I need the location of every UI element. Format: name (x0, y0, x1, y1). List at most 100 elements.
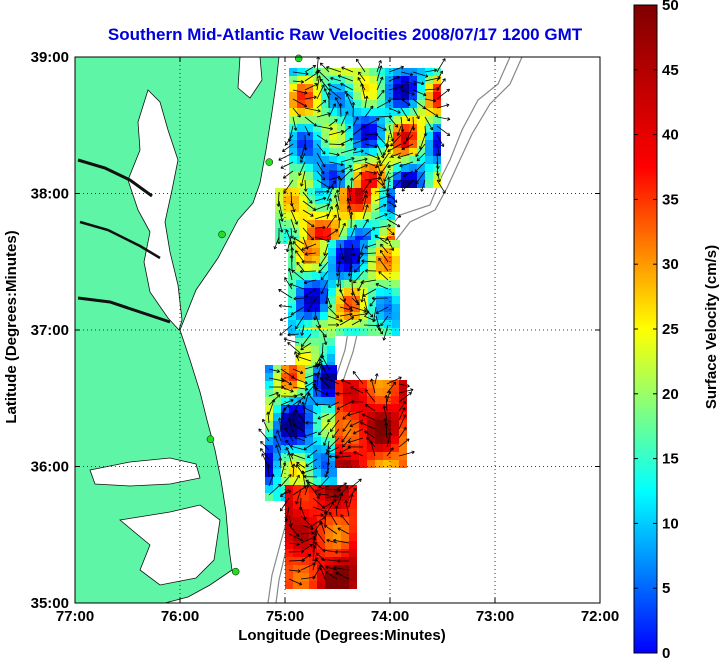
velocity-cell (288, 320, 296, 328)
velocity-cell (335, 428, 343, 436)
velocity-arrow-head (364, 404, 369, 408)
velocity-cell (360, 320, 368, 328)
velocity-arrow-head (319, 363, 323, 367)
velocity-arrow-head (340, 162, 344, 167)
velocity-cell (273, 373, 281, 381)
velocity-arrow (292, 463, 295, 478)
velocity-arrow-head (322, 196, 327, 201)
velocity-cell (425, 164, 433, 172)
velocity-arrow (376, 152, 381, 164)
velocity-arrow-head (379, 76, 384, 80)
velocity-cell (297, 429, 305, 437)
velocity-cell (335, 412, 343, 420)
velocity-arrow-head (261, 453, 265, 457)
velocity-arrow (274, 236, 280, 250)
velocity-cell (303, 338, 311, 346)
velocity-cell (305, 148, 313, 156)
velocity-cell (297, 76, 305, 84)
velocity-arrow-head (301, 260, 305, 264)
velocity-cell (305, 172, 313, 180)
velocity-arrow (290, 218, 297, 234)
velocity-arrow (360, 422, 376, 430)
velocity-arrow (278, 200, 283, 217)
velocity-arrow (347, 410, 364, 416)
velocity-cell (297, 381, 305, 389)
velocity-cell (297, 132, 305, 140)
velocity-arrow (315, 557, 326, 571)
velocity-arrow (400, 89, 415, 95)
velocity-arrow (364, 133, 379, 136)
velocity-cell (325, 541, 333, 549)
velocity-cell (417, 92, 425, 100)
velocity-arrow (378, 271, 389, 281)
velocity-arrow (352, 125, 366, 136)
velocity-cell (289, 421, 297, 429)
velocity-cell (375, 444, 383, 452)
velocity-cell (304, 272, 312, 280)
velocity-cell (305, 365, 313, 373)
velocity-cell (321, 405, 329, 413)
velocity-arrow (290, 453, 306, 460)
velocity-cell (313, 164, 321, 172)
velocity-cell (345, 140, 353, 148)
velocity-cell (392, 256, 400, 264)
velocity-arrow (352, 102, 354, 118)
velocity-cell (392, 240, 400, 248)
velocity-cell (377, 92, 385, 100)
velocity-arrow-head (295, 533, 300, 537)
velocity-arrow (348, 487, 357, 499)
velocity-arrow-head (261, 418, 266, 423)
velocity-arrow (260, 441, 270, 451)
velocity-arrow (298, 161, 306, 176)
velocity-cell (345, 148, 353, 156)
velocity-cell (343, 420, 351, 428)
velocity-arrow (386, 447, 394, 457)
velocity-arrow (364, 177, 381, 181)
velocity-cell (296, 288, 304, 296)
velocity-arrow-head (278, 157, 282, 161)
velocity-arrow (386, 134, 390, 149)
velocity-cell (425, 100, 433, 108)
velocity-cell (333, 573, 341, 581)
velocity-cell (273, 421, 281, 429)
velocity-arrow-head (334, 229, 339, 233)
velocity-cell (329, 397, 337, 405)
velocity-cell (313, 461, 321, 469)
velocity-arrow-head (364, 164, 368, 168)
colorbar-tick-label: 10 (662, 515, 679, 532)
velocity-arrow-head (319, 377, 324, 381)
velocity-arrow-head (356, 259, 361, 263)
velocity-cell (329, 469, 337, 477)
velocity-arrow (362, 194, 368, 211)
velocity-cell (273, 477, 281, 485)
velocity-arrow (304, 96, 317, 100)
velocity-arrow-head (279, 332, 283, 336)
velocity-cell (361, 116, 369, 124)
velocity-cell (337, 124, 345, 132)
velocity-arrow (302, 218, 315, 228)
velocity-cell (375, 428, 383, 436)
velocity-cell (336, 264, 344, 272)
velocity-cell (296, 264, 304, 272)
velocity-cell (312, 296, 320, 304)
velocity-cell (285, 549, 293, 557)
velocity-cell (367, 396, 375, 404)
velocity-cell (301, 557, 309, 565)
velocity-arrow-head (300, 346, 304, 351)
velocity-arrow-head (402, 400, 407, 405)
velocity-arrow (376, 115, 392, 118)
velocity-cell (392, 280, 400, 288)
velocity-arrow-head (302, 396, 306, 400)
velocity-cell (297, 68, 305, 76)
velocity-arrow-head (338, 177, 343, 181)
velocity-cell (425, 92, 433, 100)
velocity-cell (385, 116, 393, 124)
velocity-cell (305, 477, 313, 485)
velocity-arrow-head (284, 142, 289, 146)
velocity-arrow (278, 152, 294, 161)
velocity-cell (384, 296, 392, 304)
velocity-cell (275, 220, 283, 228)
velocity-cell (391, 420, 399, 428)
velocity-arrow-head (437, 179, 441, 183)
